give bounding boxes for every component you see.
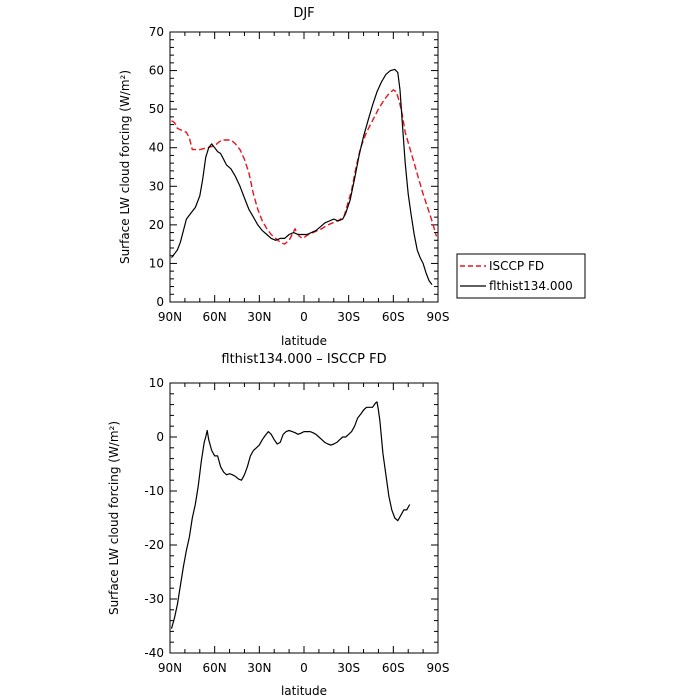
legend-label-isccp: ISCCP FD [489, 259, 544, 273]
bottom-series-line-0 [170, 401, 411, 629]
bottom-x-tick-label: 60N [203, 661, 227, 675]
top-chart-marks: 90N 60N 30N 0 30S 60S 90S 0 10 20 30 40 50 60 70 [149, 25, 450, 324]
legend: ISCCP FD flthist134.000 [456, 253, 586, 299]
top-y-tick-label: 10 [149, 256, 164, 270]
top-x-axis-label: latitude [281, 334, 327, 348]
bottom-y-tick-label: 0 [156, 430, 164, 444]
top-y-axis-label: Surface LW cloud forcing (W/m²) [118, 70, 132, 264]
top-y-tick-label: 20 [149, 218, 164, 232]
top-y-tick-label: 0 [156, 295, 164, 309]
bottom-y-tick-label: -40 [144, 646, 164, 660]
bottom-x-tick-label: 30N [247, 661, 271, 675]
bottom-chart-marks: 90N 60N 30N 0 30S 60S 90S -40 -30 -20 -10 0 10 [144, 376, 449, 675]
top-x-tick-label: 90N [158, 310, 182, 324]
legend-label-model: flthist134.000 [489, 279, 573, 293]
bottom-y-tick-label: -30 [144, 592, 164, 606]
bottom-panel: flthist134.000 – ISCCP FD 90N 60N 30N 0 30S 6… [107, 352, 449, 698]
top-x-tick-label: 60S [382, 310, 405, 324]
bottom-x-tick-label: 90S [427, 661, 450, 675]
bottom-x-tick-label: 90N [158, 661, 182, 675]
top-y-tick-label: 40 [149, 141, 164, 155]
top-x-tick-label: 30N [247, 310, 271, 324]
top-series-line-1 [171, 68, 433, 285]
top-y-tick-label: 60 [149, 64, 164, 78]
top-y-tick-label: 30 [149, 179, 164, 193]
top-y-tick-label: 50 [149, 102, 164, 116]
top-x-tick-label: 60N [203, 310, 227, 324]
legend-box [456, 253, 586, 299]
bottom-plot-frame [169, 382, 439, 654]
bottom-y-tick-label: -10 [144, 484, 164, 498]
top-y-tick-label: 70 [149, 25, 164, 39]
bottom-x-axis-label: latitude [281, 684, 327, 698]
top-x-tick-label: 30S [337, 310, 360, 324]
bottom-x-tick-label: 30S [337, 661, 360, 675]
top-x-tick-label: 90S [427, 310, 450, 324]
bottom-x-tick-label: 0 [300, 661, 308, 675]
top-panel: DJF 90N 60N 30N 0 30S 60S 90S 0 10 20 30 40 50 60 70 l… [118, 6, 586, 348]
top-chart-title: DJF [293, 6, 314, 21]
top-x-tick-label: 0 [300, 310, 308, 324]
bottom-y-tick-label: -20 [144, 538, 164, 552]
bottom-x-tick-label: 60S [382, 661, 405, 675]
top-series-line-0 [171, 89, 438, 245]
bottom-chart-title: flthist134.000 – ISCCP FD [221, 352, 386, 367]
bottom-y-tick-label: 10 [149, 376, 164, 390]
bottom-y-axis-label: Surface LW cloud forcing (W/m²) [107, 421, 121, 615]
